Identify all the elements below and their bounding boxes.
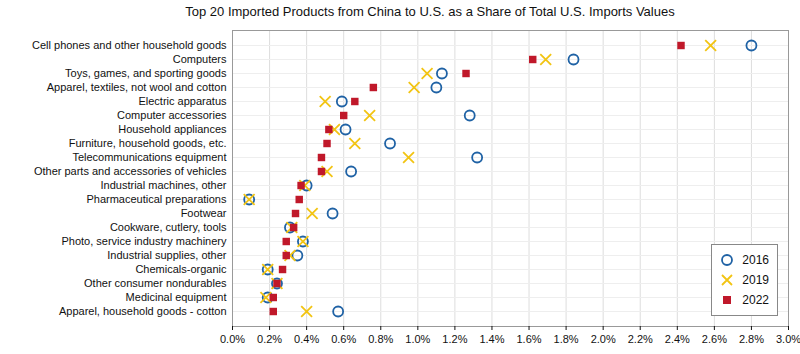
svg-text:0.2%: 0.2% <box>257 333 282 345</box>
svg-text:1.0%: 1.0% <box>405 333 430 345</box>
svg-text:Chemicals-organic: Chemicals-organic <box>135 263 227 275</box>
svg-text:0.0%: 0.0% <box>220 333 245 345</box>
svg-text:3.0%: 3.0% <box>776 333 800 345</box>
html-text:2016: 2016 <box>742 253 769 267</box>
svg-text:2.8%: 2.8% <box>739 333 764 345</box>
svg-text:Cell phones and other househol: Cell phones and other household goods <box>32 39 227 51</box>
svg-text:Computers: Computers <box>173 53 227 65</box>
svg-text:2.0%: 2.0% <box>591 333 616 345</box>
svg-text:2.2%: 2.2% <box>628 333 653 345</box>
svg-text:Household appliances: Household appliances <box>118 123 227 135</box>
svg-text:Apparel, household goods - cot: Apparel, household goods - cotton <box>59 305 227 317</box>
svg-text:Industrial supplies, other: Industrial supplies, other <box>107 249 227 261</box>
svg-text:0.4%: 0.4% <box>294 333 319 345</box>
svg-text:2.6%: 2.6% <box>702 333 727 345</box>
html-text:2019: 2019 <box>742 273 769 287</box>
svg-text:Toys, games, and sporting good: Toys, games, and sporting goods <box>65 67 227 79</box>
svg-text:1.8%: 1.8% <box>554 333 579 345</box>
svg-text:Medicinal equipment: Medicinal equipment <box>126 291 227 303</box>
svg-text:1.6%: 1.6% <box>516 333 541 345</box>
svg-text:Telecommunications equipment: Telecommunications equipment <box>72 151 226 163</box>
svg-text:Other parts and accessories of: Other parts and accessories of vehicles <box>34 165 227 177</box>
svg-text:0.8%: 0.8% <box>368 333 393 345</box>
svg-text:1.2%: 1.2% <box>442 333 467 345</box>
svg-text:0.6%: 0.6% <box>331 333 356 345</box>
svg-text:Pharmaceutical preparations: Pharmaceutical preparations <box>86 193 227 205</box>
svg-text:Electric apparatus: Electric apparatus <box>138 95 227 107</box>
html-text:2022: 2022 <box>742 293 769 307</box>
svg-text:Computer accessories: Computer accessories <box>117 109 227 121</box>
svg-text:Industrial machines, other: Industrial machines, other <box>101 179 227 191</box>
svg-text:2.4%: 2.4% <box>665 333 690 345</box>
html-text:Top 20 Imported Products from: Top 20 Imported Products from China to U… <box>185 4 675 19</box>
svg-text:Photo, service industry machin: Photo, service industry machinery <box>61 235 227 247</box>
svg-text:Other consumer nondurables: Other consumer nondurables <box>84 277 227 289</box>
svg-text:Apparel, textiles, not wool an: Apparel, textiles, not wool and cotton <box>47 81 227 93</box>
svg-text:Footwear: Footwear <box>181 207 227 219</box>
svg-text:Cookware, cutlery, tools: Cookware, cutlery, tools <box>110 221 227 233</box>
svg-text:Furniture, household goods, et: Furniture, household goods, etc. <box>69 137 227 149</box>
svg-text:1.4%: 1.4% <box>479 333 504 345</box>
